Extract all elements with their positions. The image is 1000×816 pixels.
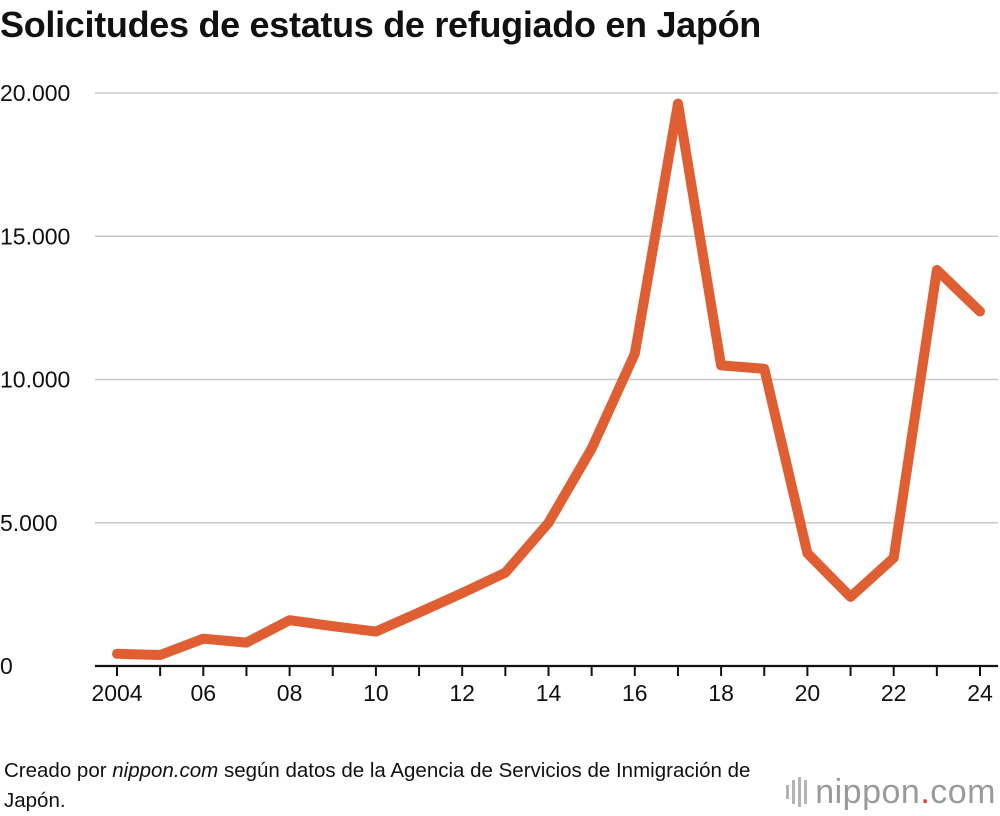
data-point (241, 638, 251, 648)
data-point (414, 608, 424, 618)
chart-title: Solicitudes de estatus de refugiado en J… (0, 4, 761, 45)
data-point (716, 360, 726, 370)
logo-mark-icon (786, 777, 808, 807)
source-prefix: Creado por (4, 759, 113, 782)
data-point (500, 568, 510, 578)
x-axis: 2004 06 08 10 12 14 16 18 20 22 24 (91, 664, 998, 706)
source-site: nippon.com (112, 759, 219, 782)
data-point (155, 650, 165, 660)
y-axis-labels: 0 5.000 10.000 15.000 20.000 (0, 80, 70, 679)
y-tick-label: 0 (0, 653, 13, 679)
x-tick-label: 06 (191, 680, 217, 706)
logo-dot: . (920, 772, 931, 811)
y-tick-label: 15.000 (0, 223, 70, 249)
logo-tld: com (930, 772, 996, 811)
data-point (759, 364, 769, 374)
x-tick-label: 20 (795, 680, 821, 706)
nippon-logo: nippon.com (786, 772, 996, 812)
x-tick-label: 16 (622, 680, 648, 706)
x-tick-label: 22 (881, 680, 907, 706)
data-point (285, 615, 295, 625)
y-tick-label: 10.000 (0, 367, 70, 393)
logo-name: nippon (815, 772, 921, 811)
x-tick-label: 08 (277, 680, 303, 706)
x-tick-label: 14 (536, 680, 562, 706)
x-tick-label: 10 (363, 680, 389, 706)
x-tick-label: 12 (449, 680, 475, 706)
y-tick-label: 20.000 (0, 80, 70, 106)
source-suffix: según datos de la Agencia de Servicios d… (4, 759, 751, 812)
data-point (587, 444, 597, 454)
y-tick-label: 5.000 (0, 510, 58, 536)
data-series (112, 98, 985, 660)
data-point (673, 99, 683, 109)
gridlines (95, 92, 998, 524)
data-point (630, 349, 640, 359)
data-point (802, 548, 812, 558)
data-point (371, 627, 381, 637)
data-point (198, 634, 208, 644)
data-point (889, 553, 899, 563)
data-point (975, 307, 985, 317)
source-note: Creado por nippon.com según datos de la … (4, 756, 754, 816)
logo-wordmark: nippon.com (815, 773, 996, 812)
data-point (932, 265, 942, 275)
x-tick-label: 24 (967, 680, 993, 706)
data-point (112, 649, 122, 659)
x-tick-label: 2004 (91, 680, 142, 706)
x-tick-label: 18 (708, 680, 734, 706)
data-point (328, 621, 338, 631)
data-point (544, 518, 553, 528)
data-point (846, 592, 856, 602)
data-point (457, 588, 467, 598)
